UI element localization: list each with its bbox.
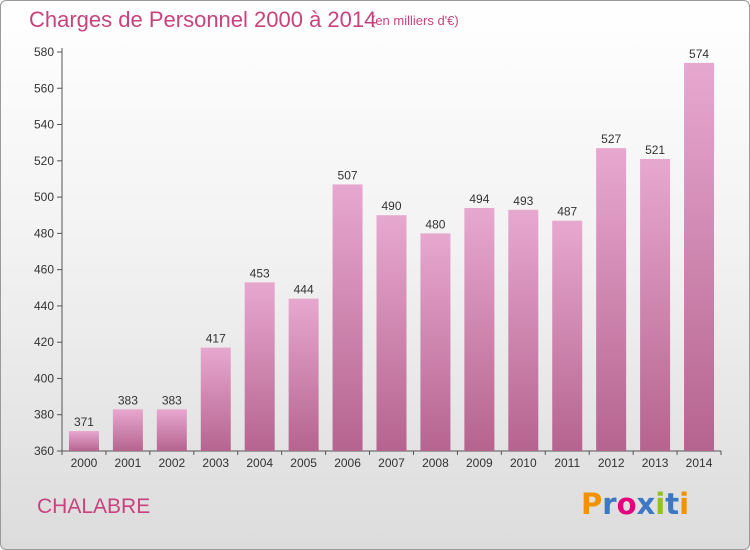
bar [288,298,319,451]
x-tick-label: 2000 [71,456,98,470]
x-tick-label: 2007 [378,456,405,470]
chart-title: Charges de Personnel 2000 à 2014 [29,7,377,32]
bar [684,62,715,452]
data-label: 444 [294,283,314,297]
x-tick-label: 2014 [686,456,713,470]
bar [420,233,451,451]
data-label: 383 [162,393,182,407]
x-tick-label: 2011 [554,456,580,470]
bar [68,431,99,451]
bar [640,159,671,451]
x-tick-label: 2005 [290,456,317,470]
bar [156,409,187,451]
bar [112,409,143,451]
y-tick-label: 540 [34,118,54,132]
bar [596,148,627,451]
data-label: 494 [469,192,489,206]
y-tick-label: 500 [34,190,54,204]
x-tick-label: 2012 [598,456,625,470]
logo-letter: i [655,487,666,521]
bar [244,282,275,451]
logo-letter: i [679,487,690,521]
bar [200,347,231,451]
x-tick-label: 2001 [115,456,142,470]
x-tick-label: 2010 [510,456,537,470]
logo-letter: t [665,487,680,521]
x-tick-label: 2002 [158,456,185,470]
logo-letter: r [602,487,617,521]
x-tick-label: 2004 [246,456,273,470]
y-tick-label: 380 [34,408,54,422]
y-tick-label: 360 [34,444,54,458]
y-tick-label: 460 [34,263,54,277]
x-tick-label: 2006 [334,456,361,470]
y-tick-label: 420 [34,335,54,349]
bar-chart: 360 380 400 420 440 460 480 500 520 540 560 580 371… [34,45,722,470]
data-label: 507 [338,168,358,182]
bar [332,184,363,452]
logo-letter: P [581,487,603,521]
y-tick-label: 560 [34,81,54,95]
logo-letter: x [636,487,656,521]
y-tick-label: 480 [34,226,54,240]
y-tick-label: 520 [34,154,54,168]
data-label: 490 [381,199,401,213]
data-label: 371 [74,415,94,429]
data-label: 417 [206,332,226,346]
bar [376,215,407,451]
y-tick-label: 440 [34,299,54,313]
data-label: 527 [601,132,621,146]
proxiti-logo[interactable]: Proxiti [581,487,689,521]
data-label: 493 [513,194,533,208]
bar [552,220,583,451]
y-tick-label: 580 [34,45,54,59]
x-tick-label: 2013 [642,456,669,470]
x-tick-label: 2008 [422,456,449,470]
data-label: 521 [645,143,665,157]
y-tick-label: 400 [34,371,54,385]
data-label: 383 [118,393,138,407]
bar [508,209,539,451]
data-label: 480 [425,217,445,231]
data-label: 487 [557,205,577,219]
data-label: 574 [689,47,709,61]
bar [464,207,495,451]
logo-letter: o [616,487,637,521]
x-tick-label: 2009 [466,456,493,470]
chart-subtitle: (en milliers d'€) [371,13,459,28]
town-name: CHALABRE [37,495,151,518]
data-label: 453 [250,266,270,280]
x-tick-label: 2003 [202,456,229,470]
